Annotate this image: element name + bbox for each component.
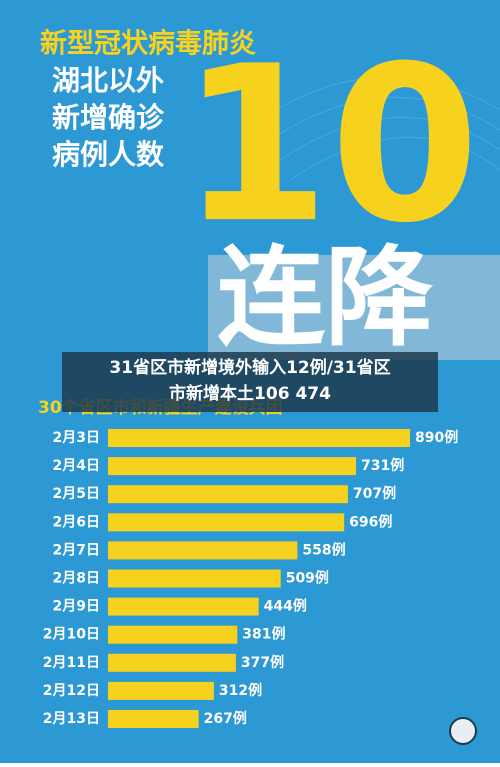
value-label: 509例 <box>286 570 329 587</box>
value-label: 312例 <box>219 682 262 699</box>
bar <box>108 485 348 504</box>
bar <box>108 569 281 588</box>
category-label: 2月9日 <box>53 599 100 615</box>
caption: 市新增本土106 474 <box>169 383 331 404</box>
caption-box <box>62 352 438 412</box>
bar <box>108 541 298 560</box>
bar <box>108 513 345 532</box>
header-line: 湖北以外 <box>52 64 164 97</box>
value-label: 377例 <box>241 654 284 671</box>
bar <box>108 625 238 644</box>
big-word: 连降 <box>217 236 434 361</box>
category-label: 2月7日 <box>53 542 100 558</box>
category-label: 2月3日 <box>53 430 100 446</box>
bar <box>108 597 259 616</box>
bar <box>108 429 410 447</box>
category-label: 2月13日 <box>43 711 100 727</box>
caption: 31省区市新增境外输入12例/31省区 <box>109 357 390 378</box>
category-label: 2月10日 <box>43 627 100 643</box>
header-line: 新增确诊 <box>52 101 165 134</box>
decoration-waves <box>259 76 500 181</box>
bar <box>108 653 236 672</box>
header-title: 新型冠状病毒肺炎 <box>40 28 256 60</box>
bar <box>108 457 357 476</box>
logo <box>449 717 477 745</box>
bar <box>108 710 199 728</box>
value-label: 558例 <box>302 541 345 558</box>
value-label: 381例 <box>242 626 285 643</box>
value-label: 267例 <box>204 710 247 727</box>
category-label: 2月6日 <box>53 514 100 530</box>
value-label: 731例 <box>361 457 404 474</box>
header-line: 病例人数 <box>52 138 165 171</box>
category-label: 2月11日 <box>43 655 100 671</box>
category-label: 2月5日 <box>53 486 100 502</box>
value-label: 444例 <box>264 598 307 615</box>
value-label: 696例 <box>349 513 392 530</box>
category-label: 2月8日 <box>53 571 100 587</box>
category-label: 2月4日 <box>53 458 100 474</box>
value-label: 890例 <box>415 429 458 446</box>
category-label: 2月12日 <box>43 683 100 699</box>
bar <box>108 681 214 700</box>
highlight-band <box>208 255 500 360</box>
big-number: 10 <box>180 19 479 270</box>
value-label: 707例 <box>353 485 396 502</box>
